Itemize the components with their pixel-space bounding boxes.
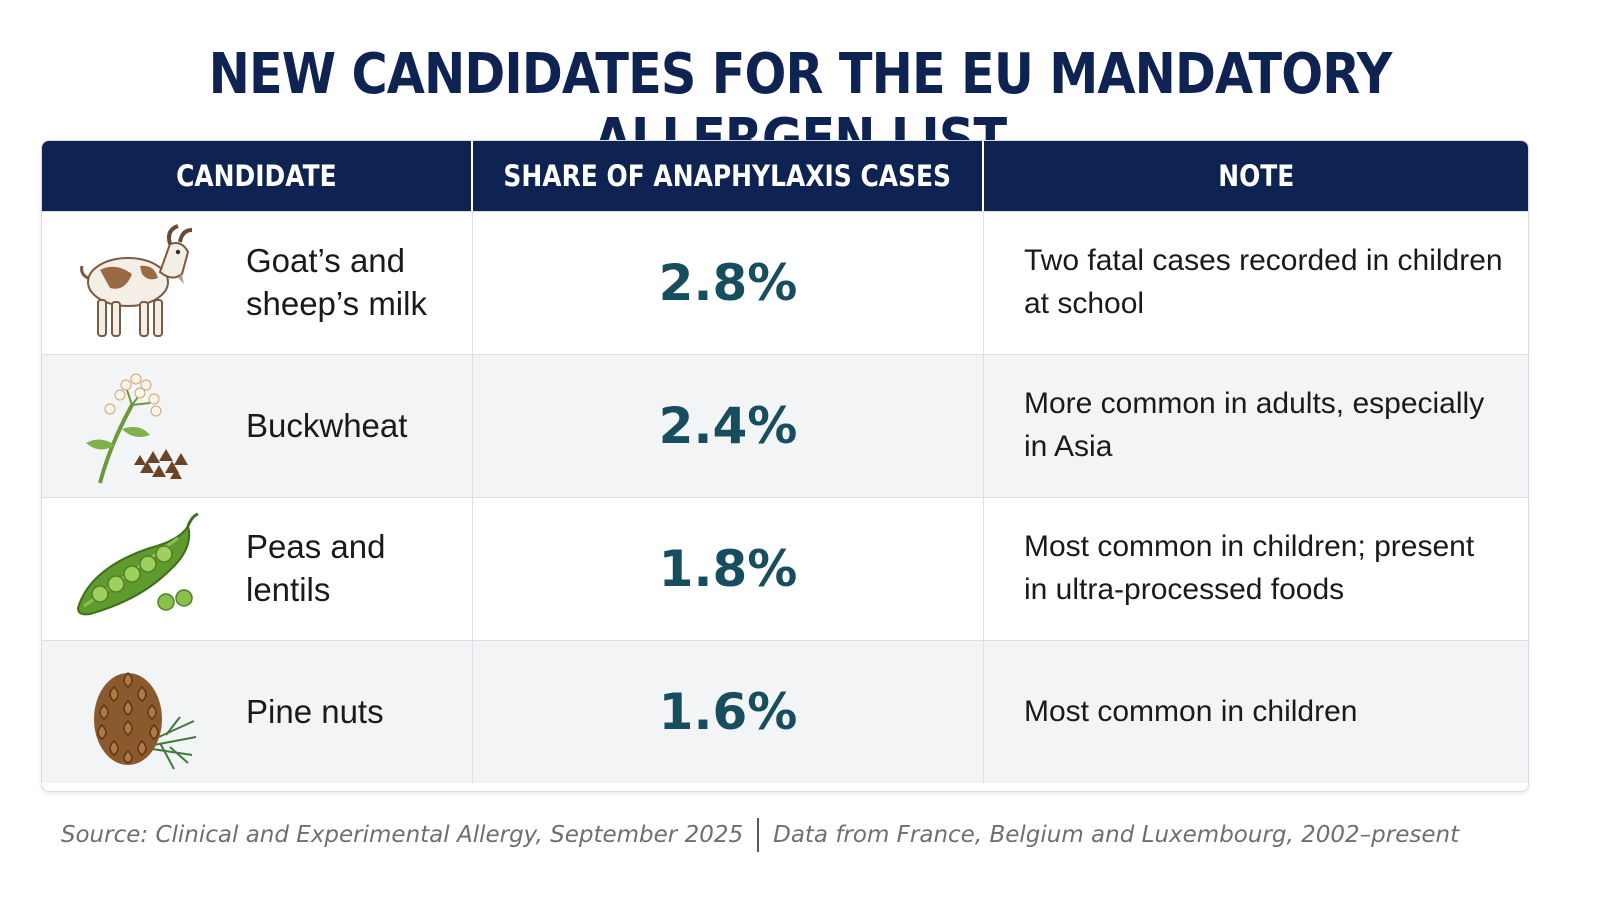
buckwheat-icon: [86, 373, 188, 484]
note-text: Most common in children; present in ultr…: [1024, 530, 1475, 606]
share-value: 1.8%: [658, 540, 798, 598]
table-row: Buckwheat 2.4% More common in adults, es…: [42, 354, 1528, 497]
source-line: Source: Clinical and Experimental Allerg…: [0, 818, 1520, 852]
table-header: CANDIDATE SHARE OF ANAPHYLAXIS CASES NOT…: [42, 141, 1528, 211]
page-title: NEW CANDIDATES FOR THE EU MANDATORY ALLE…: [208, 42, 1393, 172]
candidate-name: Peas and lentils: [246, 528, 386, 608]
share-cell: 2.8%: [473, 212, 984, 354]
share-value: 1.6%: [658, 683, 798, 741]
note-cell: More common in adults, especially in Asi…: [984, 355, 1528, 497]
pea-pod-icon: [76, 512, 199, 616]
note-text: More common in adults, especially in Asi…: [1024, 387, 1485, 463]
allergen-table: CANDIDATE SHARE OF ANAPHYLAXIS CASES NOT…: [41, 140, 1529, 792]
note-text: Two fatal cases recorded in children at …: [1024, 244, 1503, 320]
note-cell: Most common in children: [984, 641, 1528, 783]
candidate-name: Pine nuts: [246, 692, 384, 730]
table-row: Pine nuts 1.6% Most common in children: [42, 640, 1528, 783]
candidate-cell: Peas and lentils: [42, 498, 473, 640]
candidate-cell: Goat’s and sheep’s milk: [42, 212, 473, 354]
candidate-cell: Buckwheat: [42, 355, 473, 497]
candidate-name: Buckwheat: [246, 406, 408, 444]
goat-icon: [80, 224, 193, 337]
source-citation: Source: Clinical and Experimental Allerg…: [60, 822, 744, 848]
header-candidate: CANDIDATE: [42, 141, 473, 211]
source-separator: [757, 818, 760, 852]
note-cell: Most common in children; present in ultr…: [984, 498, 1528, 640]
source-data-range: Data from France, Belgium and Luxembourg…: [773, 822, 1460, 848]
header-note: NOTE: [1217, 159, 1295, 193]
note-cell: Two fatal cases recorded in children at …: [984, 212, 1528, 354]
share-value: 2.8%: [658, 254, 798, 312]
table-row: Goat’s and sheep’s milk 2.8% Two fatal c…: [42, 211, 1528, 354]
candidate-name: Goat’s and sheep’s milk: [246, 242, 427, 322]
note-text: Most common in children: [1024, 694, 1358, 728]
header-share: SHARE OF ANAPHYLAXIS CASES: [473, 141, 984, 211]
candidate-cell: Pine nuts: [42, 641, 473, 783]
share-cell: 2.4%: [473, 355, 984, 497]
share-value: 2.4%: [658, 397, 798, 455]
share-cell: 1.6%: [473, 641, 984, 783]
table-row: Peas and lentils 1.8% Most common in chi…: [42, 497, 1528, 640]
pine-cone-icon: [94, 671, 197, 770]
share-cell: 1.8%: [473, 498, 984, 640]
